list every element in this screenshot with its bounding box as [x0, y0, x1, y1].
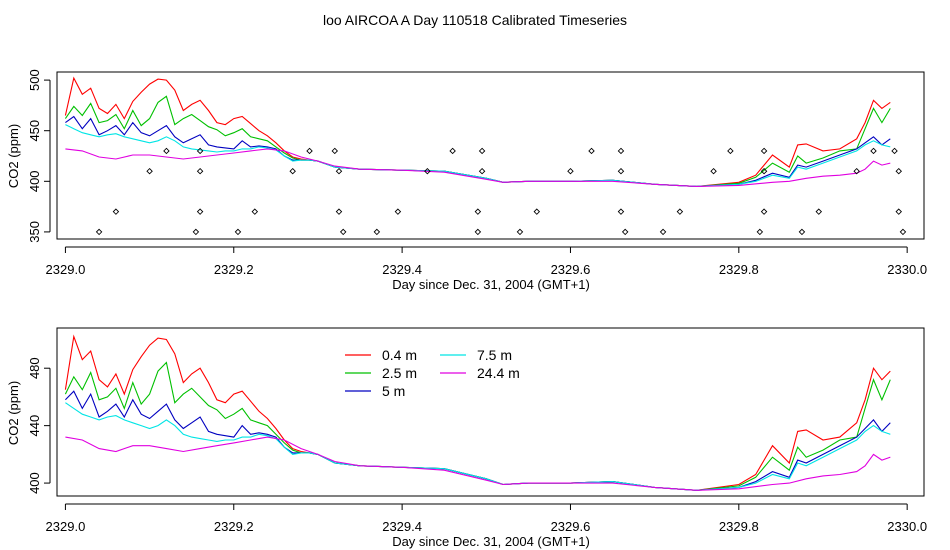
diamond-marker	[617, 147, 625, 155]
diamond-marker	[617, 208, 625, 215]
series-line-7-5m	[65, 402, 891, 491]
x-tick-label: 2329.0	[46, 519, 86, 534]
y-tick-label: 440	[27, 415, 42, 437]
top-panel-all-heights: Day since Dec. 31, 2004 (GMT+1) CO2 (ppm…	[6, 69, 927, 292]
diamond-marker	[306, 147, 313, 155]
diamond-marker	[289, 167, 296, 175]
diamond-marker	[146, 167, 153, 175]
diamond-marker	[895, 208, 902, 215]
x-tick-label: 2329.2	[214, 262, 254, 277]
plot-frame	[56, 71, 925, 240]
bottom-panel-y-axis-label: CO2 (ppm)	[6, 381, 21, 445]
legend: 0.4 m 2.5 m 5 m 7.5 m 24.4 m	[345, 347, 520, 399]
x-tick-label: 2329.4	[382, 519, 422, 534]
diamond-marker	[567, 167, 574, 175]
diamond-marker	[870, 147, 877, 155]
bottom-panel-x-axis-label: Day since Dec. 31, 2004 (GMT+1)	[392, 534, 590, 549]
series-line-7-5m	[65, 124, 891, 187]
diamond-marker	[727, 147, 734, 155]
diamond-marker	[617, 167, 625, 175]
x-tick-label: 2330.0	[887, 262, 927, 277]
x-tick-label: 2329.8	[719, 519, 759, 534]
series-line-5m	[65, 115, 891, 187]
diamond-marker	[331, 147, 339, 155]
y-tick-label: 400	[27, 472, 42, 494]
top-panel-x-axis-label: Day since Dec. 31, 2004 (GMT+1)	[392, 277, 590, 292]
legend-label-2-5m: 2.5 m	[382, 365, 417, 381]
y-tick-label: 450	[27, 120, 42, 142]
diamond-marker	[588, 147, 595, 155]
y-tick-label: 500	[27, 69, 42, 91]
diamond-marker	[449, 147, 456, 155]
figure-title: loo AIRCOA A Day 110518 Calibrated Times…	[323, 12, 627, 28]
diamond-marker	[895, 167, 902, 175]
legend-label-0-4m: 0.4 m	[382, 347, 417, 363]
diamond-marker	[478, 147, 486, 155]
diamond-marker	[234, 228, 242, 236]
diamond-marker	[112, 208, 120, 215]
diamond-marker	[891, 147, 898, 155]
diamond-marker	[196, 147, 204, 155]
diamond-marker	[760, 167, 768, 175]
series-line-0-4m	[64, 76, 891, 187]
diamond-marker	[196, 208, 204, 215]
diamond-marker	[899, 228, 907, 236]
diamond-marker	[196, 167, 204, 175]
diamond-marker	[339, 228, 347, 236]
series-line-0-4m	[64, 334, 891, 491]
y-tick-label: 480	[27, 357, 42, 379]
legend-label-7-5m: 7.5 m	[477, 347, 512, 363]
diamond-marker	[621, 228, 629, 236]
y-tick-label: 400	[27, 170, 42, 192]
series-line-2-5m	[64, 95, 891, 187]
series-line-2-5m	[64, 361, 891, 491]
bottom-panel-with-legend: Day since Dec. 31, 2004 (GMT+1) CO2 (ppm…	[6, 327, 927, 549]
diamond-marker	[394, 208, 402, 215]
diamond-marker	[760, 147, 768, 155]
diamond-marker	[760, 208, 768, 215]
series-line-5m	[65, 390, 891, 491]
x-tick-label: 2329.4	[382, 262, 422, 277]
diamond-marker	[815, 208, 823, 215]
legend-label-5m: 5 m	[382, 383, 405, 399]
plot-frame	[56, 327, 925, 497]
x-tick-label: 2329.6	[551, 262, 591, 277]
top-panel-y-axis-label: CO2 (ppm)	[6, 124, 21, 188]
diamond-marker	[251, 208, 259, 215]
diamond-marker	[474, 228, 482, 236]
y-tick-label: 350	[27, 221, 42, 243]
diamond-marker	[798, 228, 806, 236]
diamond-marker	[533, 208, 541, 215]
diamond-marker	[474, 208, 482, 215]
diamond-marker	[478, 167, 486, 175]
x-tick-label: 2329.0	[46, 262, 86, 277]
diamond-marker	[335, 208, 343, 215]
diamond-marker	[853, 167, 860, 175]
diamond-marker	[659, 228, 667, 236]
diamond-marker	[192, 228, 200, 236]
diamond-marker	[95, 228, 103, 236]
diamond-marker	[163, 147, 170, 155]
series-line-24-4m	[65, 148, 891, 187]
diamond-marker	[424, 167, 431, 175]
diamond-marker	[756, 228, 764, 236]
x-tick-label: 2329.6	[551, 519, 591, 534]
legend-label-24-4m: 24.4 m	[477, 365, 520, 381]
diamond-marker	[516, 228, 524, 236]
series-line-24-4m	[65, 436, 891, 491]
x-tick-label: 2329.8	[719, 262, 759, 277]
diamond-marker	[710, 167, 717, 175]
diamond-marker	[335, 167, 343, 175]
x-tick-label: 2330.0	[887, 519, 927, 534]
diamond-marker	[373, 228, 381, 236]
diamond-marker	[676, 208, 684, 215]
x-tick-label: 2329.2	[214, 519, 254, 534]
